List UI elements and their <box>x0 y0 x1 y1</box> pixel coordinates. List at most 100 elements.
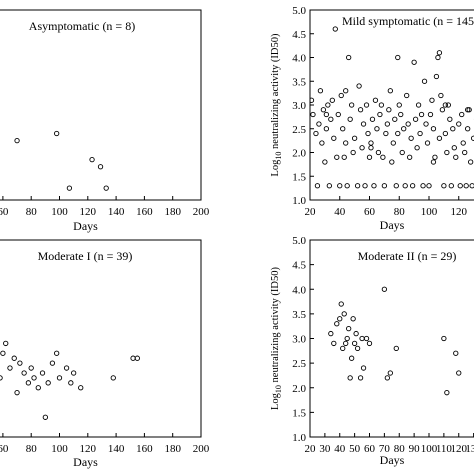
data-point <box>390 140 396 146</box>
data-point <box>401 126 407 132</box>
data-point <box>444 149 450 156</box>
x-tick-label: 100 <box>51 206 68 218</box>
data-point <box>332 26 338 32</box>
data-point <box>408 135 414 141</box>
y-tick-label: 3.5 <box>292 309 306 321</box>
data-point <box>411 59 417 65</box>
data-point <box>340 345 346 351</box>
x-tick-label: 70 <box>379 443 391 455</box>
data-point <box>381 183 388 189</box>
data-point <box>369 116 376 122</box>
data-point <box>343 140 349 146</box>
data-point <box>338 92 344 99</box>
data-point <box>341 311 347 317</box>
data-point <box>78 385 84 391</box>
data-point <box>404 92 410 99</box>
data-point <box>377 111 383 118</box>
data-point <box>314 183 321 189</box>
y-tick-label: 4.0 <box>292 284 306 296</box>
data-point <box>359 335 365 342</box>
data-point <box>350 149 356 156</box>
chart-title: Asymptomatic (n = 8) <box>29 19 135 33</box>
y-tick-label: 3.5 <box>292 76 306 88</box>
data-point <box>56 375 63 381</box>
data-point <box>11 355 17 361</box>
data-point <box>451 145 457 151</box>
data-point <box>353 330 359 337</box>
data-point <box>407 154 413 160</box>
x-tick-label: 140 <box>108 443 125 455</box>
y-axis-label: Log10 neutralizing activity (ID50) <box>270 33 283 177</box>
data-point <box>380 154 386 160</box>
data-point <box>381 286 388 292</box>
x-tick-label: 60 <box>0 206 9 218</box>
data-point <box>68 380 74 386</box>
data-point <box>366 340 373 347</box>
data-point <box>396 102 402 108</box>
data-point <box>469 183 474 189</box>
x-tick-label: 100 <box>421 443 438 455</box>
data-point <box>409 183 416 189</box>
data-point <box>130 355 136 361</box>
data-point <box>350 316 356 322</box>
x-tick-label: 40 <box>334 443 346 455</box>
data-point <box>63 365 70 371</box>
data-points <box>0 340 140 420</box>
data-point <box>338 301 344 307</box>
data-point <box>360 365 367 371</box>
data-point <box>340 126 346 132</box>
data-point <box>323 126 330 132</box>
data-point <box>453 350 459 356</box>
data-point <box>426 183 432 189</box>
data-point <box>3 340 9 347</box>
data-point <box>366 154 373 160</box>
data-point <box>323 111 330 118</box>
data-point <box>363 335 370 342</box>
data-point <box>317 88 324 94</box>
data-point <box>14 137 20 144</box>
plot-frame <box>0 9 202 201</box>
data-point <box>42 414 48 420</box>
plot-frame <box>0 239 202 438</box>
data-point <box>45 380 51 386</box>
data-point <box>347 375 353 381</box>
x-tick-label: 100 <box>421 206 438 218</box>
data-point <box>54 350 60 356</box>
data-point <box>418 111 425 118</box>
x-tick-label: 20 <box>305 443 317 455</box>
data-point <box>384 375 390 381</box>
x-tick-label: 40 <box>334 206 346 218</box>
data-point <box>457 183 463 189</box>
x-tick-label: 180 <box>164 443 181 455</box>
x-tick-label: 200 <box>193 443 210 455</box>
y-tick-label: 2.5 <box>292 358 306 370</box>
data-point <box>460 140 466 146</box>
x-tick-label: 180 <box>164 206 181 218</box>
data-point <box>444 390 450 396</box>
x-tick-label: 120 <box>80 206 97 218</box>
data-point <box>387 88 393 94</box>
data-point <box>344 183 350 189</box>
data-point <box>348 355 355 361</box>
data-point <box>351 340 358 347</box>
data-point <box>357 375 364 381</box>
data-point <box>393 345 399 351</box>
y-tick-label: 4.5 <box>292 29 306 41</box>
data-point <box>337 316 343 322</box>
y-tick-label: 5.0 <box>292 235 306 247</box>
y-tick-label: 3.0 <box>292 100 306 112</box>
data-point <box>359 145 365 151</box>
data-points <box>328 286 462 396</box>
data-point <box>319 140 325 146</box>
data-point <box>412 116 419 122</box>
x-tick-label: 30 <box>319 443 331 455</box>
data-point <box>310 111 316 118</box>
data-point <box>383 130 389 137</box>
data-point <box>398 111 404 118</box>
data-point <box>351 135 358 141</box>
data-point <box>360 121 367 127</box>
data-point <box>357 107 364 113</box>
data-point <box>459 111 465 118</box>
data-point <box>354 183 361 189</box>
y-tick-label: 5.0 <box>292 5 306 17</box>
